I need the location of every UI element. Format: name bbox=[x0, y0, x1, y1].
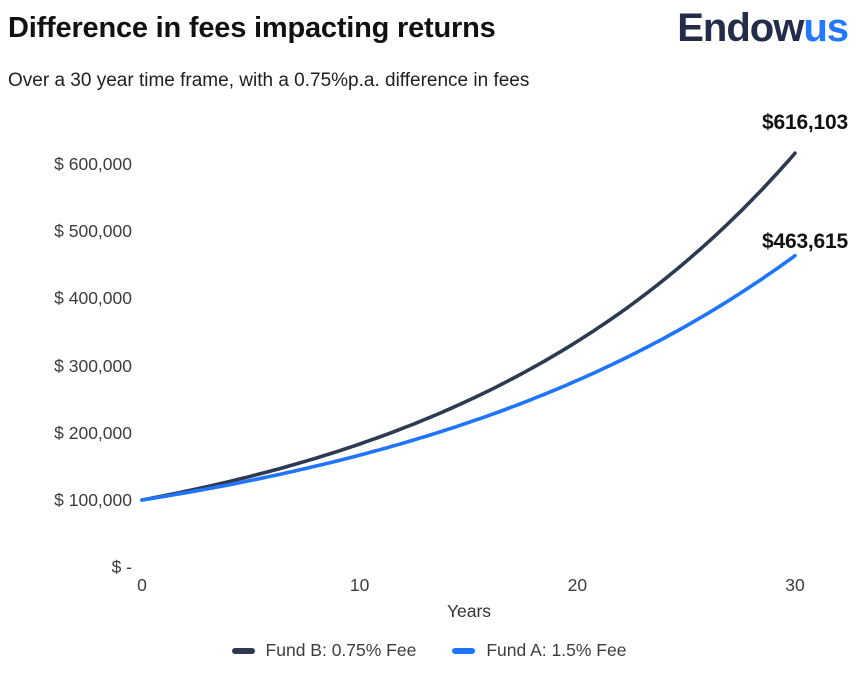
legend-swatch-icon bbox=[231, 647, 255, 654]
x-axis-title: Years bbox=[446, 601, 492, 621]
logo-part-endow: Endow bbox=[677, 6, 804, 50]
series-line-fund-b bbox=[140, 151, 797, 502]
x-tick-label: 20 bbox=[567, 575, 588, 595]
y-tick-label: $ 600,000 bbox=[54, 154, 132, 174]
y-tick-label: $ 400,000 bbox=[54, 288, 132, 309]
series-end-value-label: $463,615 bbox=[762, 229, 848, 253]
legend-swatch-icon bbox=[452, 647, 476, 654]
series-end-value-label: $616,103 bbox=[762, 111, 848, 135]
legend-label: Fund B: 0.75% Fee bbox=[265, 640, 417, 660]
chart-legend: Fund B: 0.75% Fee Fund A: 1.5% Fee bbox=[0, 640, 858, 661]
y-tick-label: $ 200,000 bbox=[54, 422, 132, 443]
y-tick-label: $ - bbox=[111, 557, 132, 578]
y-tick-label: $ 500,000 bbox=[54, 221, 132, 242]
series-line-fund-a bbox=[140, 253, 797, 502]
legend-item-fund-b: Fund B: 0.75% Fee bbox=[231, 640, 417, 661]
y-tick-label: $ 300,000 bbox=[54, 355, 132, 376]
x-tick-label: 0 bbox=[137, 575, 147, 595]
page-title: Difference in fees impacting returns bbox=[8, 12, 496, 44]
logo-part-us: us bbox=[803, 6, 849, 50]
x-tick-label: 10 bbox=[349, 575, 370, 595]
endowus-logo: Endowus bbox=[677, 6, 849, 51]
y-tick-label: $ 100,000 bbox=[54, 490, 132, 510]
chart-subtitle: Over a 30 year time frame, with a 0.75%p… bbox=[8, 70, 530, 91]
legend-label: Fund A: 1.5% Fee bbox=[486, 640, 627, 660]
x-tick-label: 30 bbox=[785, 575, 805, 595]
legend-item-fund-a: Fund A: 1.5% Fee bbox=[452, 640, 626, 661]
